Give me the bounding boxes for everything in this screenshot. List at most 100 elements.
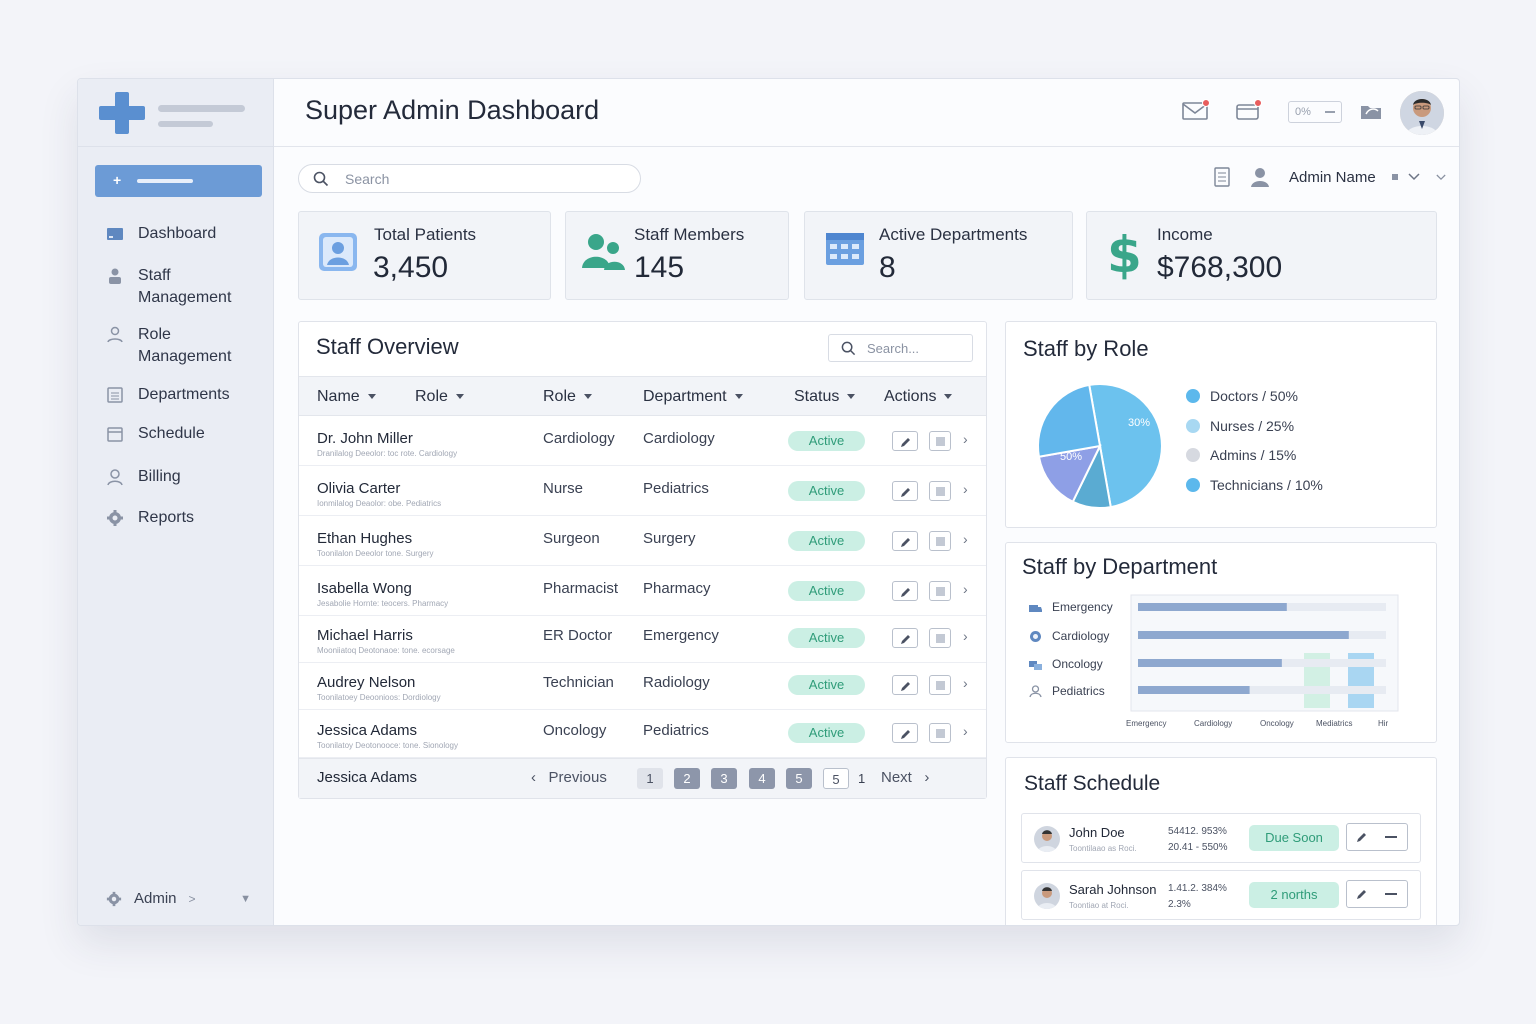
mail-button[interactable]	[1182, 99, 1210, 126]
status-badge: Active	[788, 723, 865, 743]
schedule-row[interactable]: Sarah Johnson Toontiao at Roci. 1.41.2. …	[1021, 870, 1421, 920]
column-header-name[interactable]: Name	[317, 388, 376, 406]
table-row[interactable]: Dr. John Miller Dranilalog Deeolor: toc r…	[299, 418, 986, 466]
sidebar-item-role-management[interactable]: Role Management	[106, 324, 246, 368]
chevron-right-icon[interactable]: ›	[963, 531, 968, 547]
minus-icon[interactable]	[1385, 836, 1397, 839]
user-menu[interactable]: Admin Name	[1213, 164, 1446, 190]
chevron-right-icon[interactable]: ›	[963, 581, 968, 597]
document-icon[interactable]	[1213, 167, 1231, 187]
notification-badge	[1202, 99, 1210, 107]
staff-department: Cardiology	[643, 430, 715, 447]
legend-swatch	[1186, 448, 1200, 462]
page-button[interactable]: 2	[674, 768, 700, 789]
view-button[interactable]	[929, 675, 951, 695]
sidebar-item-label: Dashboard	[138, 225, 217, 242]
chevron-right-icon[interactable]: ›	[963, 481, 968, 497]
page-button[interactable]: 5	[786, 768, 812, 789]
table-row[interactable]: Audrey Nelson Toonilatoey Deoonioos: Dord…	[299, 662, 986, 710]
sidebar-item-dashboard[interactable]: Dashboard	[106, 223, 216, 245]
avatar-image	[1400, 91, 1444, 135]
edit-icon[interactable]	[1356, 831, 1368, 843]
edit-button[interactable]	[892, 431, 918, 451]
column-header-status[interactable]: Status	[794, 388, 856, 406]
status-badge: Active	[788, 481, 865, 501]
table-row[interactable]: Michael Harris Mooniiatoq Deotonaoe: tone…	[299, 615, 986, 663]
sidebar-item-reports[interactable]: Reports	[106, 507, 194, 529]
column-header-role-2[interactable]: Role	[543, 388, 592, 406]
edit-button[interactable]	[892, 581, 918, 601]
chevron-right-icon[interactable]: ›	[963, 431, 968, 447]
staff-by-role-panel: Staff by Role 30% 50% Doctors / 50% Nurse…	[1005, 321, 1437, 528]
view-button[interactable]	[929, 581, 951, 601]
page-button[interactable]: 1	[637, 768, 663, 789]
sidebar-item-staff-management[interactable]: Staff Management	[106, 265, 246, 309]
x-tick-label: Oncology	[1260, 719, 1294, 728]
mail-icon	[1182, 102, 1208, 120]
staff-role: Surgeon	[543, 530, 600, 547]
avatar	[1034, 826, 1060, 852]
view-button[interactable]	[929, 628, 951, 648]
gear-icon	[107, 510, 123, 526]
chevron-right-icon[interactable]: ›	[963, 628, 968, 644]
schedule-time: 20.41 - 550%	[1168, 842, 1228, 853]
user-avatar[interactable]	[1400, 91, 1444, 135]
chevron-down-icon	[1408, 173, 1420, 181]
table-row[interactable]: Jessica Adams Toonilatoy Deotonooce: tone…	[299, 710, 986, 758]
legend-item: Technicians / 10%	[1186, 477, 1323, 493]
next-page-button[interactable]: Next ›	[881, 769, 930, 786]
view-button[interactable]	[929, 723, 951, 743]
messages-button[interactable]	[1236, 99, 1262, 126]
staff-name: Ethan Hughes	[317, 530, 413, 547]
table-row[interactable]: Olivia Carter Ionmilalog Deaolor: obe. Pe…	[299, 468, 986, 516]
chevron-right-icon[interactable]: ›	[963, 675, 968, 691]
top-header: Super Admin Dashboard 0%	[274, 79, 1459, 147]
edit-button[interactable]	[892, 675, 918, 695]
column-header-actions[interactable]: Actions	[884, 388, 953, 406]
page-button[interactable]: 4	[749, 768, 775, 789]
sidebar-item-schedule[interactable]: Schedule	[106, 423, 205, 445]
table-row[interactable]: Isabella Wong Jesabolie Hornte: teocers. …	[299, 568, 986, 616]
sidebar-item-departments[interactable]: Departments	[106, 384, 230, 406]
edit-button[interactable]	[892, 723, 918, 743]
column-header-department[interactable]: Department	[643, 388, 743, 406]
stat-value: 145	[634, 251, 685, 284]
x-tick-label: Emergency	[1126, 719, 1166, 728]
table-row[interactable]: Ethan Hughes Toonilalon Deeolor tone. Sur…	[299, 518, 986, 566]
view-button[interactable]	[929, 431, 951, 451]
minus-icon[interactable]	[1385, 893, 1397, 896]
table-search-input[interactable]: Search...	[867, 341, 920, 356]
page-button[interactable]: 5	[823, 768, 849, 789]
zoom-select[interactable]: 0%	[1288, 101, 1342, 123]
view-button[interactable]	[929, 531, 951, 551]
sidebar-item-billing[interactable]: Billing	[106, 466, 181, 488]
previous-page-button[interactable]: ‹ Previous	[531, 769, 607, 786]
edit-button[interactable]	[892, 481, 918, 501]
sidebar: + Dashboard Staff Management Role Manage…	[78, 79, 274, 925]
legend-item: Admins / 15%	[1186, 447, 1296, 463]
global-search[interactable]: Search	[298, 164, 641, 193]
staff-by-department-panel: Staff by Department Emergency Cardiology…	[1005, 542, 1437, 743]
schedule-row[interactable]: John Doe Toontilaao as Roci. 54412. 953%…	[1021, 813, 1421, 863]
x-tick-label: Mediatrics	[1316, 719, 1352, 728]
stat-value: 8	[879, 251, 896, 284]
caret-down-icon	[367, 394, 376, 400]
square-icon	[936, 487, 945, 496]
status-indicator	[1391, 174, 1398, 180]
create-new-button[interactable]: +	[95, 165, 262, 197]
column-header-role[interactable]: Role	[415, 388, 464, 406]
edit-button[interactable]	[892, 531, 918, 551]
edit-icon[interactable]	[1356, 888, 1368, 900]
edit-button[interactable]	[892, 628, 918, 648]
role-pie-chart: 30% 50%	[1037, 383, 1163, 509]
page-button[interactable]: 3	[711, 768, 737, 789]
folder-button[interactable]	[1360, 101, 1382, 126]
admin-menu[interactable]: Admin > ▼	[106, 890, 251, 907]
staff-role: Pharmacist	[543, 580, 619, 597]
view-button[interactable]	[929, 481, 951, 501]
table-search[interactable]: Search...	[828, 334, 973, 362]
footer-name: Jessica Adams	[317, 769, 418, 786]
chevron-right-icon[interactable]: ›	[963, 723, 968, 739]
staff-subtext: Toonilatoy Deotonooce: tone. Sionology	[317, 741, 458, 750]
search-input[interactable]: Search	[345, 171, 390, 187]
